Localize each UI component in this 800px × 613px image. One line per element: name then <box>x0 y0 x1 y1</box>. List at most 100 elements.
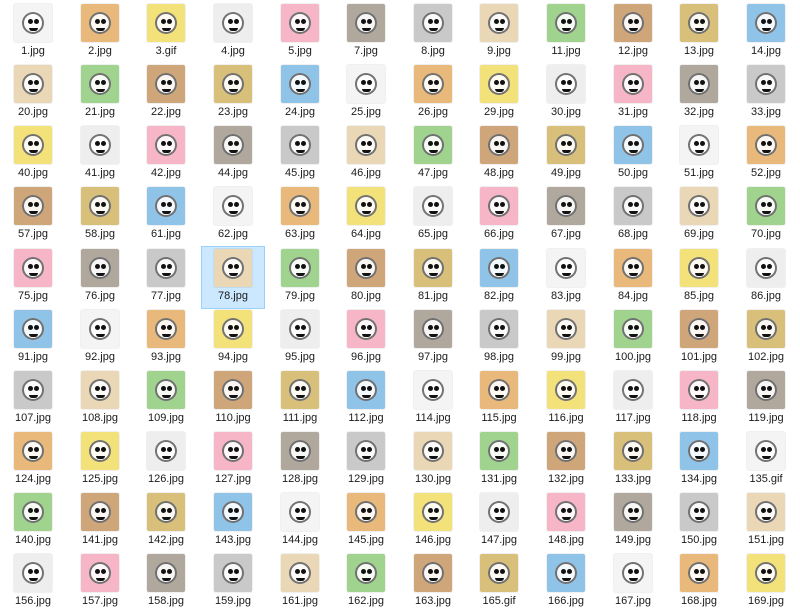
file-item[interactable]: 65.jpg <box>402 185 464 246</box>
file-item[interactable]: 22.jpg <box>135 63 197 124</box>
file-item[interactable]: 86.jpg <box>735 247 797 308</box>
file-item[interactable]: 127.jpg <box>202 430 264 491</box>
file-item[interactable]: 94.jpg <box>202 308 264 369</box>
file-item[interactable]: 117.jpg <box>602 369 664 430</box>
file-item[interactable]: 42.jpg <box>135 124 197 185</box>
file-item[interactable]: 81.jpg <box>402 247 464 308</box>
file-item[interactable]: 91.jpg <box>2 308 64 369</box>
file-item[interactable]: 162.jpg <box>335 552 397 613</box>
file-item[interactable]: 141.jpg <box>69 491 131 552</box>
file-item[interactable]: 48.jpg <box>468 124 530 185</box>
file-item[interactable]: 131.jpg <box>468 430 530 491</box>
file-item[interactable]: 161.jpg <box>269 552 331 613</box>
file-item[interactable]: 95.jpg <box>269 308 331 369</box>
file-item[interactable]: 67.jpg <box>535 185 597 246</box>
file-item[interactable]: 31.jpg <box>602 63 664 124</box>
file-item[interactable]: 66.jpg <box>468 185 530 246</box>
file-item[interactable]: 129.jpg <box>335 430 397 491</box>
file-item[interactable]: 148.jpg <box>535 491 597 552</box>
file-item[interactable]: 99.jpg <box>535 308 597 369</box>
file-item[interactable]: 159.jpg <box>202 552 264 613</box>
file-item[interactable]: 147.jpg <box>468 491 530 552</box>
file-item[interactable]: 109.jpg <box>135 369 197 430</box>
file-item[interactable]: 97.jpg <box>402 308 464 369</box>
file-item[interactable]: 44.jpg <box>202 124 264 185</box>
file-item[interactable]: 133.jpg <box>602 430 664 491</box>
file-item[interactable]: 20.jpg <box>2 63 64 124</box>
file-item[interactable]: 33.jpg <box>735 63 797 124</box>
file-item[interactable]: 62.jpg <box>202 185 264 246</box>
file-item[interactable]: 9.jpg <box>468 2 530 63</box>
file-item[interactable]: 119.jpg <box>735 369 797 430</box>
file-item[interactable]: 165.gif <box>468 552 530 613</box>
file-item[interactable]: 93.jpg <box>135 308 197 369</box>
file-item[interactable]: 63.jpg <box>269 185 331 246</box>
file-item[interactable]: 80.jpg <box>335 247 397 308</box>
file-item[interactable]: 128.jpg <box>269 430 331 491</box>
file-item[interactable]: 75.jpg <box>2 247 64 308</box>
file-item[interactable]: 58.jpg <box>69 185 131 246</box>
file-item[interactable]: 150.jpg <box>668 491 730 552</box>
file-item[interactable]: 151.jpg <box>735 491 797 552</box>
file-item[interactable]: 1.jpg <box>2 2 64 63</box>
file-item[interactable]: 143.jpg <box>202 491 264 552</box>
file-item[interactable]: 168.jpg <box>668 552 730 613</box>
file-item[interactable]: 79.jpg <box>269 247 331 308</box>
file-item[interactable]: 107.jpg <box>2 369 64 430</box>
file-item[interactable]: 115.jpg <box>468 369 530 430</box>
file-item[interactable]: 77.jpg <box>135 247 197 308</box>
file-item[interactable]: 51.jpg <box>668 124 730 185</box>
file-item[interactable]: 108.jpg <box>69 369 131 430</box>
file-item[interactable]: 110.jpg <box>202 369 264 430</box>
file-item[interactable]: 85.jpg <box>668 247 730 308</box>
file-item[interactable]: 102.jpg <box>735 308 797 369</box>
file-item[interactable]: 100.jpg <box>602 308 664 369</box>
file-item[interactable]: 70.jpg <box>735 185 797 246</box>
file-item[interactable]: 26.jpg <box>402 63 464 124</box>
file-item[interactable]: 98.jpg <box>468 308 530 369</box>
file-item[interactable]: 130.jpg <box>402 430 464 491</box>
file-item[interactable]: 135.gif <box>735 430 797 491</box>
file-item[interactable]: 50.jpg <box>602 124 664 185</box>
file-item[interactable]: 7.jpg <box>335 2 397 63</box>
file-item[interactable]: 149.jpg <box>602 491 664 552</box>
file-item[interactable]: 112.jpg <box>335 369 397 430</box>
file-item[interactable]: 169.jpg <box>735 552 797 613</box>
file-item[interactable]: 96.jpg <box>335 308 397 369</box>
file-item[interactable]: 29.jpg <box>468 63 530 124</box>
file-item[interactable]: 57.jpg <box>2 185 64 246</box>
file-item[interactable]: 78.jpg <box>201 246 265 309</box>
file-item[interactable]: 118.jpg <box>668 369 730 430</box>
file-item[interactable]: 12.jpg <box>602 2 664 63</box>
file-item[interactable]: 114.jpg <box>402 369 464 430</box>
file-item[interactable]: 5.jpg <box>269 2 331 63</box>
file-item[interactable]: 68.jpg <box>602 185 664 246</box>
file-item[interactable]: 82.jpg <box>468 247 530 308</box>
file-item[interactable]: 124.jpg <box>2 430 64 491</box>
file-item[interactable]: 157.jpg <box>69 552 131 613</box>
file-item[interactable]: 41.jpg <box>69 124 131 185</box>
file-item[interactable]: 2.jpg <box>69 2 131 63</box>
file-item[interactable]: 111.jpg <box>269 369 331 430</box>
file-item[interactable]: 61.jpg <box>135 185 197 246</box>
file-item[interactable]: 146.jpg <box>402 491 464 552</box>
file-item[interactable]: 21.jpg <box>69 63 131 124</box>
file-item[interactable]: 145.jpg <box>335 491 397 552</box>
file-item[interactable]: 64.jpg <box>335 185 397 246</box>
file-item[interactable]: 167.jpg <box>602 552 664 613</box>
file-item[interactable]: 24.jpg <box>269 63 331 124</box>
file-item[interactable]: 92.jpg <box>69 308 131 369</box>
file-item[interactable]: 40.jpg <box>2 124 64 185</box>
file-item[interactable]: 14.jpg <box>735 2 797 63</box>
file-item[interactable]: 76.jpg <box>69 247 131 308</box>
file-item[interactable]: 142.jpg <box>135 491 197 552</box>
file-item[interactable]: 25.jpg <box>335 63 397 124</box>
file-item[interactable]: 101.jpg <box>668 308 730 369</box>
file-item[interactable]: 13.jpg <box>668 2 730 63</box>
file-item[interactable]: 116.jpg <box>535 369 597 430</box>
file-item[interactable]: 46.jpg <box>335 124 397 185</box>
file-item[interactable]: 126.jpg <box>135 430 197 491</box>
file-item[interactable]: 134.jpg <box>668 430 730 491</box>
file-item[interactable]: 47.jpg <box>402 124 464 185</box>
file-item[interactable]: 45.jpg <box>269 124 331 185</box>
